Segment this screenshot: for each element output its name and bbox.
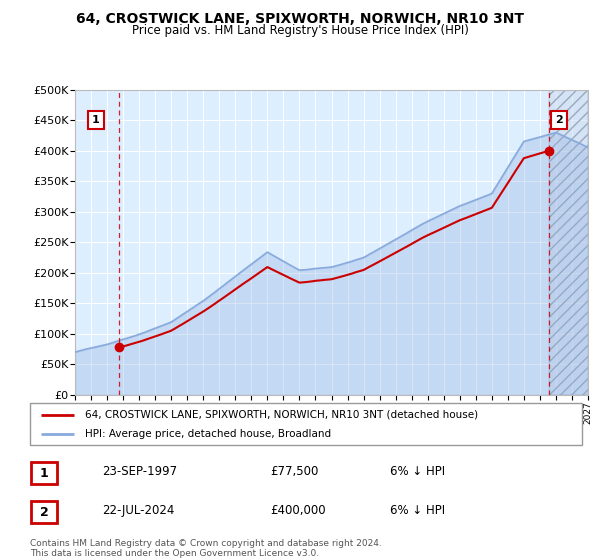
Text: 22-JUL-2024: 22-JUL-2024 xyxy=(102,504,175,517)
FancyBboxPatch shape xyxy=(31,462,58,484)
Text: 23-SEP-1997: 23-SEP-1997 xyxy=(102,465,177,478)
Text: Contains HM Land Registry data © Crown copyright and database right 2024.
This d: Contains HM Land Registry data © Crown c… xyxy=(30,539,382,558)
Text: 64, CROSTWICK LANE, SPIXWORTH, NORWICH, NR10 3NT: 64, CROSTWICK LANE, SPIXWORTH, NORWICH, … xyxy=(76,12,524,26)
Text: £400,000: £400,000 xyxy=(270,504,326,517)
Text: 2: 2 xyxy=(40,506,49,519)
Text: 6% ↓ HPI: 6% ↓ HPI xyxy=(390,504,445,517)
FancyBboxPatch shape xyxy=(31,501,58,524)
FancyBboxPatch shape xyxy=(30,403,582,445)
Text: 64, CROSTWICK LANE, SPIXWORTH, NORWICH, NR10 3NT (detached house): 64, CROSTWICK LANE, SPIXWORTH, NORWICH, … xyxy=(85,409,478,419)
Text: £77,500: £77,500 xyxy=(270,465,319,478)
Text: 1: 1 xyxy=(40,466,49,480)
Text: 2: 2 xyxy=(555,115,563,125)
Text: Price paid vs. HM Land Registry's House Price Index (HPI): Price paid vs. HM Land Registry's House … xyxy=(131,24,469,36)
Text: 1: 1 xyxy=(92,115,100,125)
Text: HPI: Average price, detached house, Broadland: HPI: Average price, detached house, Broa… xyxy=(85,429,331,439)
Text: 6% ↓ HPI: 6% ↓ HPI xyxy=(390,465,445,478)
